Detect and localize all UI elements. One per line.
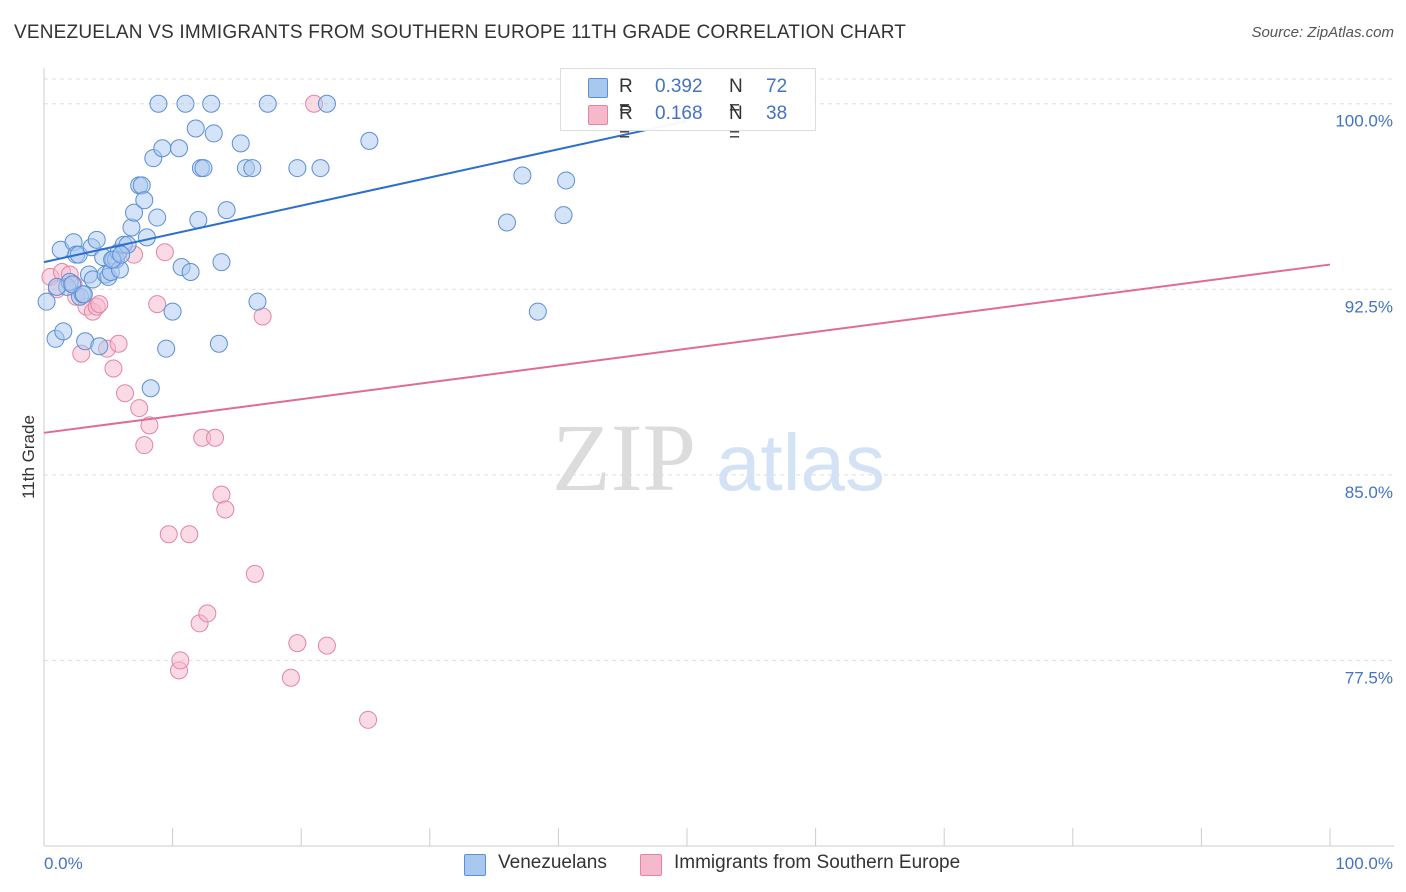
venezuelan-point (181, 262, 200, 281)
stats-legend: R = 0.392 N = 72 R = 0.168 N = 38 (560, 68, 816, 146)
venezuelan-point (170, 139, 189, 158)
venezuelan-point (311, 159, 330, 178)
venezuelan-point (132, 176, 151, 195)
venezuelan-point (157, 339, 176, 358)
n-value: 38 (766, 103, 788, 124)
x-tick-label: 0.0% (44, 854, 83, 873)
x-tick-label: 100.0% (1335, 854, 1393, 873)
southern-europe-point (140, 416, 159, 435)
southern-europe-point (359, 710, 378, 729)
southern-europe-trend-line (43, 263, 1331, 434)
venezuelan-point (74, 285, 93, 304)
venezuelan-point (288, 159, 307, 178)
venezuelan-point (186, 119, 205, 138)
venezuelan-point (217, 201, 236, 220)
venezuelan-point (528, 302, 547, 321)
x-ticks (43, 828, 1331, 846)
legend-label: Venezuelans (498, 852, 607, 873)
venezuelan-point (557, 171, 576, 190)
venezuelan-point (163, 302, 182, 321)
venezuelan-point (153, 139, 172, 158)
axes (43, 68, 1394, 847)
southern-europe-point (155, 243, 174, 262)
watermark-zip: ZIP (552, 404, 696, 511)
venezuelan-point (212, 253, 231, 272)
n-label: N = (729, 103, 743, 146)
venezuelan-point (54, 322, 73, 341)
venezuelan-point (248, 292, 267, 311)
venezuelan-point (243, 159, 262, 178)
chart-source: Source: ZipAtlas.com (1251, 24, 1394, 41)
southern-europe-point (206, 428, 225, 447)
chart-title: VENEZUELAN VS IMMIGRANTS FROM SOUTHERN E… (14, 22, 907, 43)
southern-europe-point (212, 485, 231, 504)
pink-swatch (640, 854, 662, 876)
venezuelan-point (148, 208, 167, 227)
watermark: ZIP atlas (552, 404, 885, 511)
x-tick-labels: 0.0% 100.0% (44, 854, 1393, 873)
r-value: 0.168 (655, 103, 703, 124)
venezuelan-point (149, 94, 168, 113)
southern-europe-point (180, 525, 199, 544)
venezuelan-point (202, 94, 221, 113)
y-tick-labels: 77.5% 85.0% 92.5% 100.0% (1335, 112, 1393, 688)
southern-europe-point (135, 436, 154, 455)
venezuelan-point (204, 124, 223, 143)
y-axis-title: 11th Grade (19, 415, 38, 499)
venezuelan-point (125, 203, 144, 222)
venezuelan-point (194, 159, 213, 178)
y-tick-label: 92.5% (1345, 297, 1393, 316)
blue-swatch (464, 854, 486, 876)
venezuelan-point (497, 213, 516, 232)
venezuelan-point (135, 191, 154, 210)
venezuelan-point (513, 166, 532, 185)
southern-europe-point (216, 500, 235, 519)
southern-europe-point (130, 399, 149, 418)
y-tick-label: 77.5% (1345, 668, 1393, 687)
southern-europe-point (198, 604, 217, 623)
venezuelan-point (360, 131, 379, 150)
venezuelan-point (112, 245, 131, 264)
southern-europe-point (281, 668, 300, 687)
southern-europe-point (109, 334, 128, 353)
scatter-points (37, 94, 576, 729)
venezuelan-point (141, 379, 160, 398)
r-label: R = (619, 76, 633, 119)
southern-europe-point (159, 525, 178, 544)
r-value: 0.392 (655, 76, 703, 97)
venezuelan-point (37, 292, 56, 311)
southern-europe-point (116, 384, 135, 403)
venezuelan-trend-line (43, 120, 688, 264)
venezuelan-point (176, 94, 195, 113)
southern-europe-point (288, 634, 307, 653)
venezuelan-point (47, 277, 66, 296)
venezuelan-point (317, 94, 336, 113)
venezuelan-point (554, 206, 573, 225)
watermark-atlas: atlas (716, 418, 885, 507)
southern-europe-point (317, 636, 336, 655)
n-label: N = (729, 76, 743, 119)
venezuelan-point (122, 218, 141, 237)
venezuelan-point (90, 337, 109, 356)
n-value: 72 (766, 76, 788, 97)
venezuelan-point (87, 230, 106, 249)
venezuelan-point (258, 94, 277, 113)
southern-europe-point (90, 295, 109, 314)
y-tick-label: 100.0% (1335, 112, 1393, 131)
y-tick-label: 85.0% (1345, 483, 1393, 502)
southern-europe-point (148, 295, 167, 314)
venezuelan-point (209, 334, 228, 353)
blue-swatch (588, 78, 608, 98)
legend-label: Immigrants from Southern Europe (674, 852, 961, 873)
southern-europe-point (104, 359, 123, 378)
southern-europe-point (171, 651, 190, 670)
venezuelan-point (231, 134, 250, 153)
venezuelan-point (63, 275, 82, 294)
southern-europe-point (245, 564, 264, 583)
r-label: R = (619, 103, 633, 146)
trend-lines (43, 120, 1331, 434)
pink-swatch (588, 105, 608, 125)
